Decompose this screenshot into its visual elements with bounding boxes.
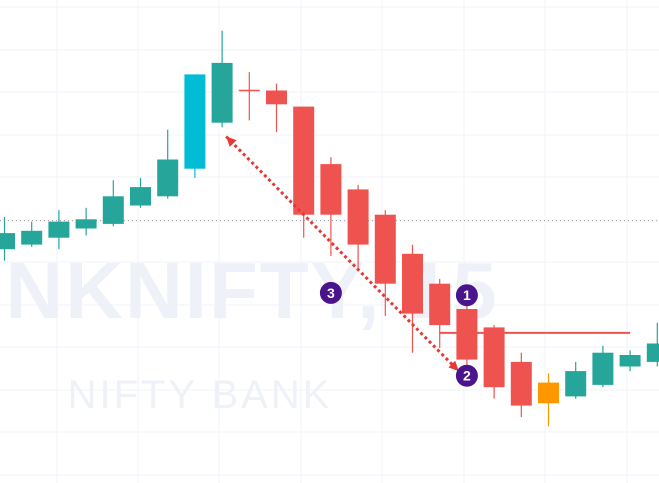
- arrow-head-start: [226, 136, 237, 147]
- annotation-circle: [455, 364, 478, 387]
- candle: [320, 157, 342, 257]
- candle-body: [21, 230, 43, 245]
- candle-body: [374, 214, 396, 284]
- candle: [238, 72, 260, 121]
- candle-body: [456, 309, 478, 360]
- candle: [48, 210, 70, 250]
- arrows: [225, 135, 460, 373]
- watermark-name: NIFTY BANK: [68, 373, 333, 417]
- annotation-label: 3: [327, 285, 335, 301]
- watermark: NKNIFTY, 15 NIFTY BANK: [5, 246, 498, 417]
- candle: [402, 244, 423, 353]
- candle-body: [130, 187, 151, 206]
- candle-body: [510, 361, 532, 406]
- annotation-marker: 1: [455, 284, 478, 307]
- candle-body: [347, 189, 369, 245]
- candle: [211, 30, 233, 128]
- annotation-label: 2: [463, 368, 471, 384]
- candle: [75, 207, 97, 236]
- candle-body: [483, 327, 505, 388]
- annotation-label: 1: [463, 287, 471, 303]
- candle: [102, 180, 124, 227]
- candle-body: [48, 221, 70, 238]
- annotations: 1 2 3: [319, 281, 478, 387]
- candle: [157, 129, 179, 199]
- candle: [374, 210, 396, 316]
- candle-body: [102, 196, 124, 224]
- candle-body: [538, 382, 559, 404]
- arrow-line: [225, 135, 460, 373]
- candle: [293, 106, 315, 238]
- annotation-circle: [319, 281, 342, 304]
- candle: [646, 322, 659, 367]
- arrow-head-end: [448, 360, 459, 372]
- candle: [565, 361, 587, 399]
- candle-body: [211, 62, 233, 123]
- candle-body: [429, 283, 451, 326]
- candle: [592, 345, 614, 388]
- candle-body: [320, 164, 342, 215]
- candle-body: [293, 106, 315, 215]
- candle-body: [402, 253, 423, 314]
- candle: [619, 350, 641, 372]
- candle-body: [75, 219, 97, 229]
- candle-body: [0, 233, 15, 250]
- candle-body: [565, 371, 587, 397]
- candle: [483, 325, 505, 399]
- candle-body: [266, 90, 287, 105]
- candle-body: [619, 355, 641, 367]
- candle: [0, 217, 15, 261]
- candle-body: [157, 159, 179, 197]
- annotation-marker: 3: [319, 281, 342, 304]
- candles: [0, 30, 659, 427]
- candle: [347, 184, 369, 270]
- candle: [510, 352, 532, 418]
- candle: [21, 221, 43, 247]
- watermark-symbol: NKNIFTY, 15: [5, 246, 498, 335]
- candle-body: [184, 74, 206, 169]
- candle: [538, 373, 559, 427]
- candle-body: [646, 343, 659, 362]
- annotation-marker: 2: [455, 364, 478, 387]
- candle-body: [592, 352, 614, 385]
- candle: [266, 83, 287, 132]
- candle: [429, 279, 451, 349]
- candle: [184, 74, 206, 178]
- annotation-circle: [455, 284, 478, 307]
- candle: [130, 177, 151, 208]
